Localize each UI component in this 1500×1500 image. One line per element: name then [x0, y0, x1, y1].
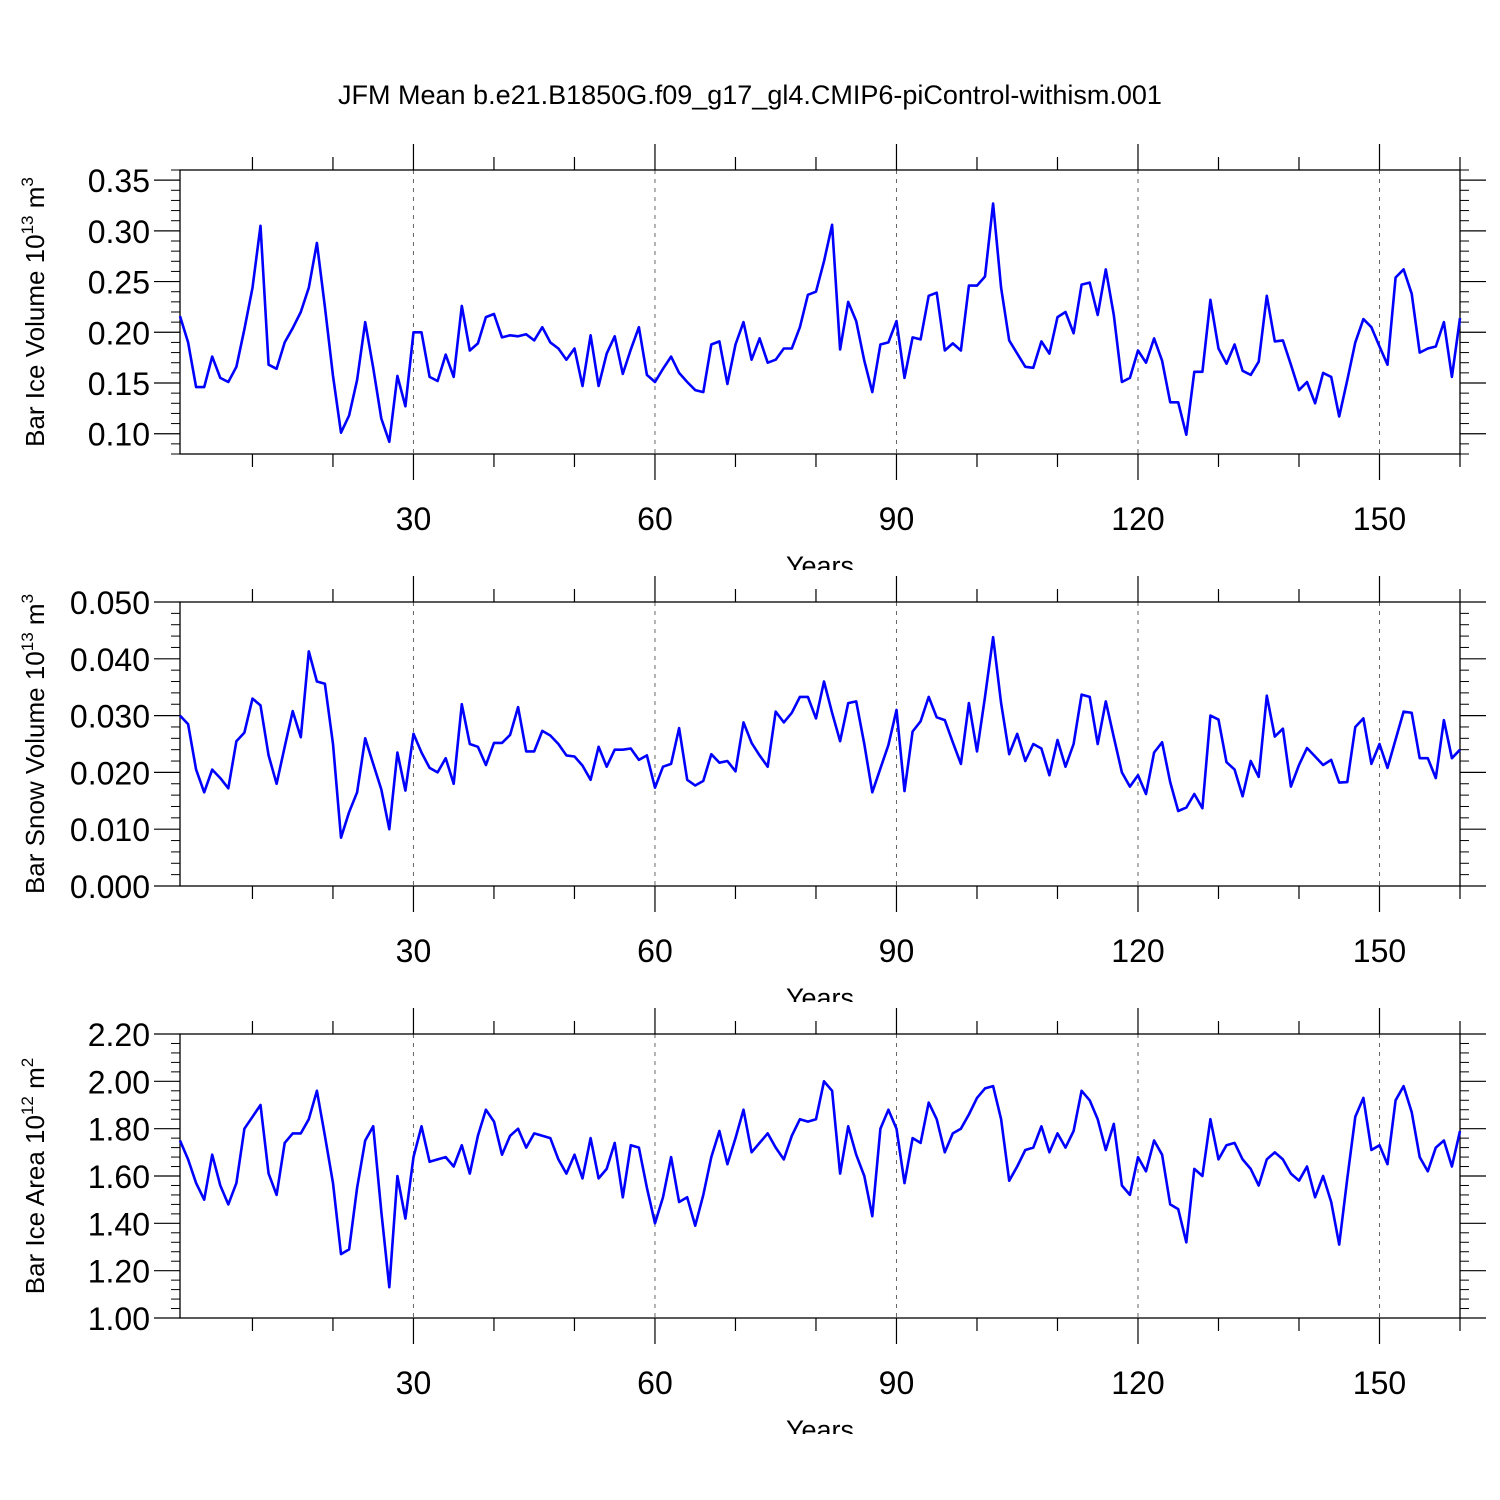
- y-tick-label: 2.20: [88, 1017, 150, 1053]
- series-line-snow-volume: [179, 635, 1461, 840]
- chart-panel-ice-area: 1.00 1.20 1.40 1.60 1.80 2.00 2.20 30 60 90 120 150…: [18, 1008, 1486, 1434]
- y-tick-label: 0.000: [70, 869, 150, 905]
- y-tick-label: 0.050: [70, 585, 150, 621]
- y-axis-label: Bar Ice Volume 1013 m3: [18, 177, 50, 447]
- x-tick-label: 90: [879, 1365, 915, 1401]
- x-tick-label: 30: [396, 501, 432, 537]
- y-tick-label: 1.20: [88, 1254, 150, 1290]
- chart-panel-snow-volume: 0.000 0.010 0.020 0.030 0.040 0.050 30 60 90 120 1…: [18, 576, 1486, 1002]
- y-tick-label: 0.040: [70, 642, 150, 678]
- x-tick-label: 60: [637, 501, 673, 537]
- series-line-ice-area: [178, 1080, 1462, 1289]
- x-axis-label: Years: [786, 1415, 854, 1434]
- y-tick-label: 0.30: [88, 214, 150, 250]
- y-axis-label-superscript: 13: [18, 632, 37, 651]
- page-title: JFM Mean b.e21.B1850G.f09_g17_gl4.CMIP6-…: [338, 80, 1162, 110]
- y-axis-label-superscript: 3: [18, 177, 37, 186]
- y-axis-label-part: m: [20, 187, 50, 216]
- x-tick-label: 150: [1353, 1365, 1406, 1401]
- series-line-ice-volume: [178, 202, 1462, 444]
- y-tick-label: 1.00: [88, 1301, 150, 1337]
- y-tick-label: 0.35: [88, 163, 150, 199]
- chart-panel-ice-volume: 0.10 0.15 0.20 0.25 0.30 0.35 30 60 90 120 150 Year…: [18, 144, 1486, 570]
- y-tick-label: 1.60: [88, 1159, 150, 1195]
- y-tick-label: 1.80: [88, 1112, 150, 1148]
- y-axis-label-superscript: 13: [18, 215, 37, 234]
- x-tick-label: 150: [1353, 933, 1406, 969]
- y-tick-label: 1.40: [88, 1206, 150, 1242]
- y-axis-label-part: m: [20, 1067, 50, 1096]
- x-tick-label: 90: [879, 501, 915, 537]
- y-tick-label: 2.00: [88, 1064, 150, 1100]
- y-tick-label: 0.20: [88, 315, 150, 351]
- y-axis-label-superscript: 2: [18, 1058, 37, 1067]
- x-tick-label: 30: [396, 1365, 432, 1401]
- y-tick-label: 0.15: [88, 366, 150, 402]
- x-tick-label: 150: [1353, 501, 1406, 537]
- y-tick-label: 0.020: [70, 755, 150, 791]
- y-tick-label: 0.10: [88, 417, 150, 453]
- plot-frame: [179, 1033, 1461, 1319]
- y-axis-label-part: Bar Ice Volume 10: [20, 234, 50, 446]
- x-axis-label: Years: [786, 551, 854, 570]
- y-axis-label-superscript: 12: [18, 1096, 37, 1115]
- x-tick-label: 90: [879, 933, 915, 969]
- x-tick-label: 120: [1111, 501, 1164, 537]
- y-tick-label: 0.030: [70, 699, 150, 735]
- y-axis-label-part: m: [20, 603, 50, 632]
- y-axis-label: Bar Snow Volume 1013 m3: [18, 594, 50, 894]
- x-tick-label: 120: [1111, 933, 1164, 969]
- y-axis-label-superscript: 3: [18, 594, 37, 603]
- x-axis-label: Years: [786, 983, 854, 1002]
- y-axis-label-part: Bar Ice Area 10: [20, 1115, 50, 1294]
- y-tick-label: 0.25: [88, 265, 150, 301]
- x-tick-label: 60: [637, 933, 673, 969]
- plot-frame: [179, 601, 1461, 887]
- y-axis-label-part: Bar Snow Volume 10: [20, 651, 50, 894]
- x-tick-label: 120: [1111, 1365, 1164, 1401]
- x-tick-label: 60: [637, 1365, 673, 1401]
- y-tick-label: 0.010: [70, 812, 150, 848]
- x-tick-label: 30: [396, 933, 432, 969]
- y-axis-label: Bar Ice Area 1012 m2: [18, 1058, 50, 1295]
- plot-frame: [179, 169, 1461, 455]
